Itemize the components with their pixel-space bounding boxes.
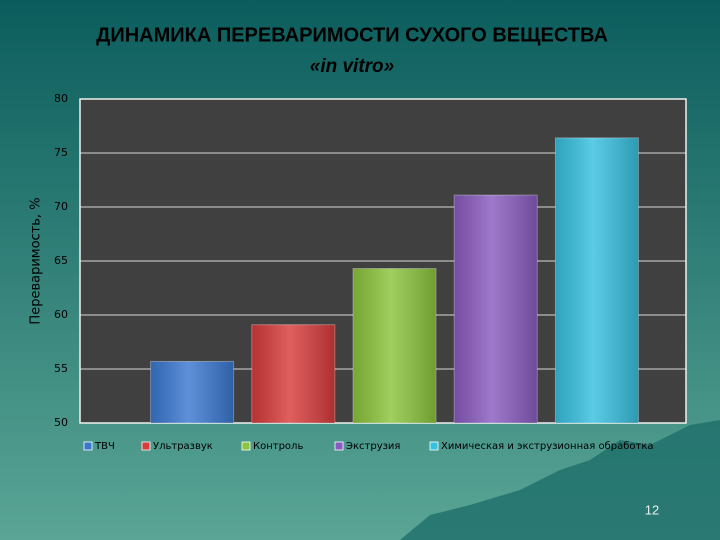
y-tick-label: 65 [54, 254, 68, 267]
y-tick-label: 55 [54, 362, 68, 375]
bar-shine [251, 324, 335, 423]
legend-label: Ультразвук [153, 441, 213, 452]
chart-subtitle: «in vitro» [310, 56, 394, 77]
legend-swatch [429, 441, 439, 451]
bar-shine [150, 361, 234, 423]
bar-shine [353, 268, 436, 423]
chart-title: ДИНАМИКА ПЕРЕВАРИМОСТИ СУХОГО ВЕЩЕСТВА [96, 24, 608, 46]
y-axis-label: Переваримость, % [29, 197, 44, 324]
legend-swatch [334, 441, 344, 451]
bar-shine [555, 137, 639, 423]
y-tick-label: 80 [54, 92, 68, 105]
y-tick-label: 70 [54, 200, 68, 213]
legend-swatch [141, 441, 151, 451]
legend-label: Химическая и экструзионная обработка [441, 441, 653, 452]
bar-shine [454, 195, 538, 423]
y-tick-label: 75 [54, 146, 68, 159]
legend-label: ТВЧ [94, 441, 115, 452]
legend-label: Экструзия [346, 441, 400, 452]
legend-swatch [241, 441, 251, 451]
legend-swatch [83, 441, 93, 451]
decoration [400, 420, 720, 540]
page-number: 12 [645, 502, 659, 517]
y-tick-label: 60 [54, 308, 68, 321]
y-tick-label: 50 [54, 416, 68, 429]
legend-label: Контроль [253, 441, 303, 452]
